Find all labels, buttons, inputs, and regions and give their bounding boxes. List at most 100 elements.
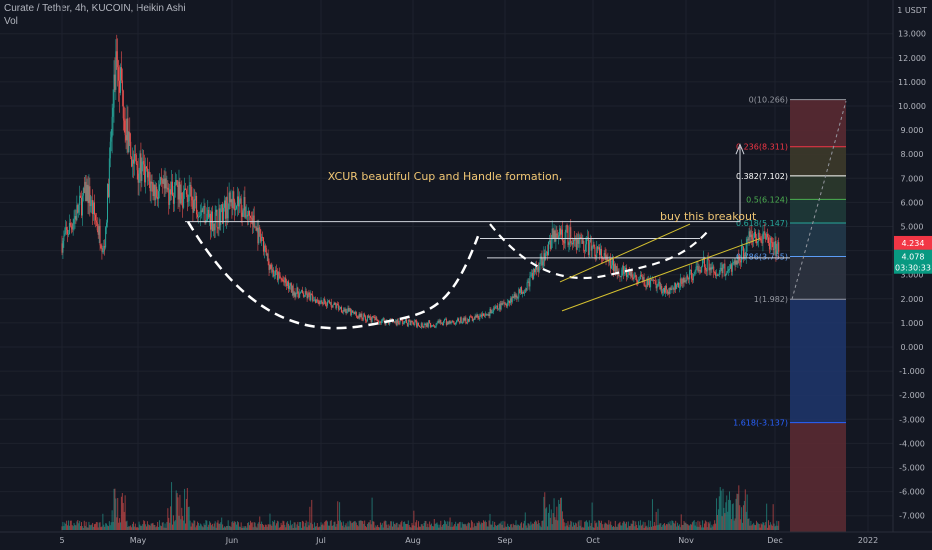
volume-bar (291, 524, 293, 530)
candle-body (606, 256, 608, 261)
candle-body (716, 274, 718, 276)
candle-body (102, 251, 104, 253)
candle-body (260, 229, 262, 242)
candle-body (767, 233, 769, 238)
volume-bar (618, 523, 620, 530)
candle-body (230, 199, 232, 203)
candle-body (538, 263, 540, 272)
candle-body (263, 245, 265, 252)
candle-body (531, 273, 533, 276)
volume-bar (339, 502, 341, 530)
candle-body (171, 181, 173, 196)
last-price-tag: 4.234 (902, 239, 925, 248)
volume-bar (689, 525, 691, 530)
candle-body (120, 67, 122, 81)
volume-bar (179, 494, 181, 530)
volume-bar (474, 525, 476, 530)
volume-bar (345, 523, 347, 530)
volume-bar (725, 502, 727, 530)
candle-body (317, 300, 319, 302)
candle-body (402, 320, 404, 325)
candle-body (646, 278, 648, 288)
volume-bar (658, 524, 660, 530)
candle-body (697, 266, 699, 272)
candle-body (737, 255, 739, 265)
price-tick-label: -6.000 (899, 488, 925, 497)
candle-body (518, 289, 520, 298)
candle-body (382, 318, 384, 320)
time-tick-label: May (130, 536, 147, 545)
volume-bar (666, 524, 668, 530)
volume-bar (586, 522, 588, 530)
volume-bar (114, 488, 116, 530)
volume-bar (565, 523, 567, 530)
price-tick-label: 2.000 (901, 295, 924, 304)
candle-body (504, 303, 506, 305)
candle-body (553, 230, 555, 239)
volume-indicator-label[interactable]: Vol (4, 16, 18, 27)
candle-body (106, 222, 108, 228)
volume-bar (654, 525, 656, 530)
volume-bar (720, 490, 722, 530)
volume-bar (428, 527, 430, 530)
volume-bar (475, 526, 477, 530)
candle-body (92, 200, 94, 214)
volume-bar (690, 524, 692, 530)
fib-retracement[interactable]: 0(10.266)0.236(8.311)0.382(7.102)0.5(6.1… (733, 96, 847, 532)
volume-bar (237, 522, 239, 530)
candle-body (416, 320, 418, 327)
volume-bar (316, 523, 318, 530)
volume-bar (252, 527, 254, 530)
candle-body (705, 269, 707, 272)
candle-body (566, 225, 568, 227)
candle-body (495, 305, 497, 307)
volume-bar (350, 521, 352, 530)
price-tick-label: 6.000 (901, 198, 924, 207)
volume-bar (65, 523, 67, 530)
volume-bar (427, 523, 429, 530)
volume-bar (775, 525, 777, 530)
volume-bar (441, 526, 443, 530)
candle-body (739, 256, 741, 261)
candle-body (128, 132, 130, 152)
volume-bar (302, 521, 304, 530)
candle-body (651, 279, 653, 281)
candle-body (429, 320, 431, 324)
candle-body (760, 238, 762, 243)
volume-bar (594, 520, 596, 530)
volume-bar (576, 526, 578, 530)
candle-body (360, 313, 362, 318)
volume-bar (61, 526, 63, 530)
volume-bar (82, 527, 84, 530)
volume-bar (610, 521, 612, 530)
candle-body (512, 296, 514, 298)
candle-body (464, 317, 466, 321)
candle-body (560, 229, 562, 235)
candle-body (117, 59, 119, 68)
candle-body (749, 231, 751, 238)
price-axis[interactable]: 13.00012.00011.00010.0009.0008.0007.0006… (892, 0, 932, 532)
volume-bar (139, 524, 141, 530)
candle-body (110, 137, 112, 142)
candle-body (599, 247, 601, 255)
volume-bar (399, 524, 401, 530)
candle-body (156, 186, 158, 197)
volume-bar (161, 522, 163, 530)
candle-body (379, 321, 381, 323)
candle-body (528, 281, 530, 287)
candle-body (434, 326, 436, 328)
drawings[interactable]: XCUR beautiful Cup and Handle formation,… (185, 143, 790, 330)
candle-body (600, 248, 602, 259)
candle-body (542, 261, 544, 266)
candle-body (136, 164, 138, 171)
time-axis[interactable]: 5 May Jun Jul Aug Sep Oct Nov Dec 2022 (0, 531, 932, 545)
candle-body (170, 189, 172, 195)
volume-bar (207, 526, 209, 530)
volume-bar (636, 524, 638, 530)
candle-body (301, 290, 303, 294)
candle-body (598, 247, 600, 249)
candle-body (404, 321, 406, 324)
candle-body (561, 229, 563, 241)
candle-body (703, 257, 705, 260)
